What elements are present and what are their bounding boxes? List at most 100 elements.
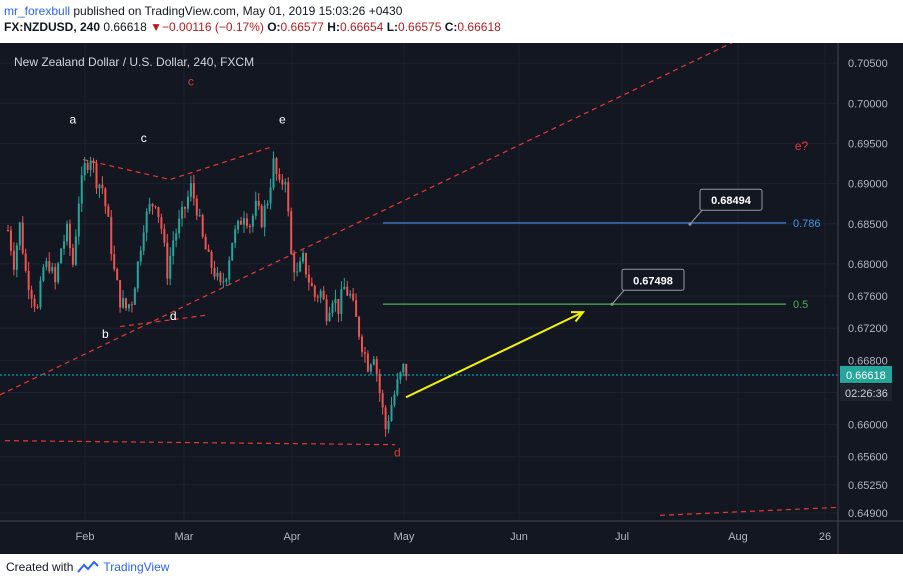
candle [290, 207, 293, 255]
candle [266, 200, 269, 209]
candle [349, 290, 352, 299]
x-tick-label: Mar [175, 531, 194, 543]
candle [151, 203, 154, 215]
x-tick-label: May [394, 531, 415, 543]
candle [337, 299, 340, 323]
candle [60, 247, 63, 264]
candle [201, 213, 204, 239]
candle [340, 281, 343, 322]
candle [80, 166, 83, 213]
candle [234, 225, 237, 249]
candle [393, 390, 396, 408]
candle [281, 174, 284, 190]
wave-channel-line [82, 146, 271, 181]
candle [245, 213, 248, 229]
fib-level-label: 0.5 [793, 299, 808, 311]
candle [139, 246, 142, 266]
candle [166, 234, 169, 286]
x-tick-label: Feb [76, 531, 95, 543]
candle [387, 414, 390, 434]
candle [355, 293, 358, 318]
wave-channel-line [659, 506, 839, 516]
candle [51, 262, 54, 274]
wave-channel-line [0, 43, 733, 396]
candle [18, 221, 21, 251]
wave-label: d [170, 309, 177, 323]
y-tick-label: 0.68500 [848, 219, 888, 231]
candle [195, 195, 198, 221]
candle [142, 225, 145, 256]
y-tick-label: 0.64900 [848, 508, 888, 520]
ohlc-line: FX:NZDUSD, 240 0.66618 ▼−0.00116 (−0.17%… [4, 19, 899, 35]
candle [304, 252, 307, 278]
author-link[interactable]: mr_forexbull [4, 4, 71, 18]
open-value: 0.66577 [280, 20, 324, 34]
candle [375, 356, 378, 382]
candle [145, 208, 148, 242]
close-label: C: [444, 20, 458, 34]
candle [68, 219, 71, 257]
candle [125, 297, 127, 311]
candle [251, 213, 254, 233]
candle [175, 228, 178, 248]
candle [122, 290, 125, 309]
candle [307, 265, 310, 291]
candle [263, 200, 266, 237]
high-label: H: [327, 20, 340, 34]
candle [186, 190, 189, 213]
candle [7, 224, 9, 232]
candle [405, 363, 408, 381]
callout-dot [610, 302, 614, 306]
y-tick-label: 0.70000 [848, 98, 888, 110]
symbol-label: FX:NZDUSD, 240 [4, 20, 101, 34]
tradingview-brand[interactable]: TradingView [103, 560, 170, 574]
y-tick-label: 0.69500 [848, 138, 888, 150]
candle [399, 371, 402, 384]
candle [116, 267, 119, 281]
candle [184, 206, 186, 219]
footer: Created with TradingView [6, 560, 169, 574]
close-value: 0.66618 [457, 20, 501, 34]
candle [36, 304, 39, 310]
candle [284, 178, 287, 193]
candle [192, 174, 195, 206]
candle [33, 294, 36, 313]
candle [248, 223, 251, 234]
candle [272, 151, 275, 191]
candle [358, 315, 361, 340]
low-label: L: [386, 20, 399, 34]
publish-line: mr_forexbull published on TradingView.co… [4, 3, 899, 19]
last-price-box [840, 365, 892, 383]
candle [101, 176, 104, 195]
candle [163, 223, 166, 247]
candle [378, 368, 381, 402]
fib-level-label: 0.786 [793, 218, 821, 230]
open-label: O: [267, 20, 281, 34]
publish-info: published on TradingView.com, May 01, 20… [73, 4, 403, 18]
candle [48, 252, 51, 274]
price-chart[interactable]: 0.786 0.5 0.68494 0.67498 a b c d e c d e? 0.70500 0… [0, 43, 903, 554]
wave-label: d [394, 446, 401, 460]
candle [322, 286, 325, 301]
candle [260, 203, 263, 229]
down-triangle-icon: ▼ [150, 20, 162, 34]
x-tick-label: Apr [283, 531, 300, 543]
candle [275, 157, 278, 181]
candle [83, 156, 86, 181]
candle [216, 267, 219, 281]
wave-label: c [141, 131, 147, 145]
candle [98, 183, 101, 198]
candle [57, 261, 60, 285]
candle [39, 276, 42, 310]
candle [328, 306, 331, 322]
candle [269, 178, 272, 210]
chart-title: New Zealand Dollar / U.S. Dollar, 240, F… [14, 55, 254, 69]
candle [74, 229, 77, 267]
candle [384, 405, 387, 437]
callout-dot [688, 222, 692, 226]
candle [148, 197, 151, 215]
projection-arrowhead [570, 311, 586, 323]
candle [366, 350, 369, 373]
callout-box [621, 268, 685, 291]
y-tick-label: 0.66800 [848, 355, 888, 367]
